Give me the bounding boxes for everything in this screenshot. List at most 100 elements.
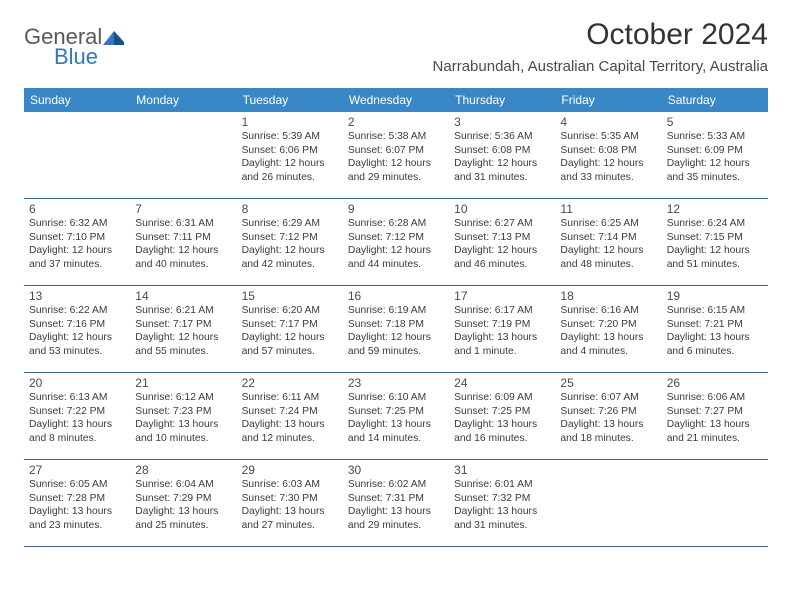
day-number: 22 bbox=[242, 376, 338, 390]
calendar-cell: 10Sunrise: 6:27 AMSunset: 7:13 PMDayligh… bbox=[449, 199, 555, 285]
day-number: 31 bbox=[454, 463, 550, 477]
day-number: 6 bbox=[29, 202, 125, 216]
calendar-cell: 30Sunrise: 6:02 AMSunset: 7:31 PMDayligh… bbox=[343, 460, 449, 546]
day-info: Sunrise: 6:01 AMSunset: 7:32 PMDaylight:… bbox=[454, 478, 550, 532]
calendar-cell: 12Sunrise: 6:24 AMSunset: 7:15 PMDayligh… bbox=[662, 199, 768, 285]
day-info: Sunrise: 6:31 AMSunset: 7:11 PMDaylight:… bbox=[135, 217, 231, 271]
day-number: 1 bbox=[242, 115, 338, 129]
day-number: 7 bbox=[135, 202, 231, 216]
day-info: Sunrise: 6:20 AMSunset: 7:17 PMDaylight:… bbox=[242, 304, 338, 358]
calendar-week: 6Sunrise: 6:32 AMSunset: 7:10 PMDaylight… bbox=[24, 199, 768, 286]
day-number: 12 bbox=[667, 202, 763, 216]
day-number: 25 bbox=[560, 376, 656, 390]
day-header: Saturday bbox=[662, 88, 768, 112]
calendar-cell: 19Sunrise: 6:15 AMSunset: 7:21 PMDayligh… bbox=[662, 286, 768, 372]
calendar-cell: 18Sunrise: 6:16 AMSunset: 7:20 PMDayligh… bbox=[555, 286, 661, 372]
day-info: Sunrise: 6:29 AMSunset: 7:12 PMDaylight:… bbox=[242, 217, 338, 271]
day-number: 5 bbox=[667, 115, 763, 129]
day-info: Sunrise: 6:04 AMSunset: 7:29 PMDaylight:… bbox=[135, 478, 231, 532]
day-info: Sunrise: 5:39 AMSunset: 6:06 PMDaylight:… bbox=[242, 130, 338, 184]
calendar-cell: 27Sunrise: 6:05 AMSunset: 7:28 PMDayligh… bbox=[24, 460, 130, 546]
day-header: Tuesday bbox=[237, 88, 343, 112]
calendar-week: 1Sunrise: 5:39 AMSunset: 6:06 PMDaylight… bbox=[24, 112, 768, 199]
day-number: 16 bbox=[348, 289, 444, 303]
calendar-cell: 2Sunrise: 5:38 AMSunset: 6:07 PMDaylight… bbox=[343, 112, 449, 198]
day-number: 17 bbox=[454, 289, 550, 303]
calendar-cell: 11Sunrise: 6:25 AMSunset: 7:14 PMDayligh… bbox=[555, 199, 661, 285]
day-info: Sunrise: 6:12 AMSunset: 7:23 PMDaylight:… bbox=[135, 391, 231, 445]
calendar-cell: 3Sunrise: 5:36 AMSunset: 6:08 PMDaylight… bbox=[449, 112, 555, 198]
day-header: Wednesday bbox=[343, 88, 449, 112]
calendar-cell: 1Sunrise: 5:39 AMSunset: 6:06 PMDaylight… bbox=[237, 112, 343, 198]
day-info: Sunrise: 6:21 AMSunset: 7:17 PMDaylight:… bbox=[135, 304, 231, 358]
calendar-cell: 25Sunrise: 6:07 AMSunset: 7:26 PMDayligh… bbox=[555, 373, 661, 459]
calendar-cell: 5Sunrise: 5:33 AMSunset: 6:09 PMDaylight… bbox=[662, 112, 768, 198]
calendar-weeks: 1Sunrise: 5:39 AMSunset: 6:06 PMDaylight… bbox=[24, 112, 768, 547]
calendar-cell: 14Sunrise: 6:21 AMSunset: 7:17 PMDayligh… bbox=[130, 286, 236, 372]
day-info: Sunrise: 6:27 AMSunset: 7:13 PMDaylight:… bbox=[454, 217, 550, 271]
day-number: 28 bbox=[135, 463, 231, 477]
calendar-cell: 20Sunrise: 6:13 AMSunset: 7:22 PMDayligh… bbox=[24, 373, 130, 459]
day-number: 4 bbox=[560, 115, 656, 129]
title-block: October 2024 Narrabundah, Australian Cap… bbox=[433, 18, 768, 75]
day-info: Sunrise: 6:02 AMSunset: 7:31 PMDaylight:… bbox=[348, 478, 444, 532]
day-info: Sunrise: 6:05 AMSunset: 7:28 PMDaylight:… bbox=[29, 478, 125, 532]
day-info: Sunrise: 6:15 AMSunset: 7:21 PMDaylight:… bbox=[667, 304, 763, 358]
day-info: Sunrise: 6:16 AMSunset: 7:20 PMDaylight:… bbox=[560, 304, 656, 358]
day-info: Sunrise: 6:28 AMSunset: 7:12 PMDaylight:… bbox=[348, 217, 444, 271]
day-headers-row: SundayMondayTuesdayWednesdayThursdayFrid… bbox=[24, 88, 768, 112]
calendar-cell: 29Sunrise: 6:03 AMSunset: 7:30 PMDayligh… bbox=[237, 460, 343, 546]
day-number: 2 bbox=[348, 115, 444, 129]
day-info: Sunrise: 6:22 AMSunset: 7:16 PMDaylight:… bbox=[29, 304, 125, 358]
calendar-cell: 23Sunrise: 6:10 AMSunset: 7:25 PMDayligh… bbox=[343, 373, 449, 459]
day-number: 11 bbox=[560, 202, 656, 216]
day-number: 21 bbox=[135, 376, 231, 390]
day-number: 3 bbox=[454, 115, 550, 129]
calendar-cell: 6Sunrise: 6:32 AMSunset: 7:10 PMDaylight… bbox=[24, 199, 130, 285]
calendar-week: 20Sunrise: 6:13 AMSunset: 7:22 PMDayligh… bbox=[24, 373, 768, 460]
day-info: Sunrise: 6:32 AMSunset: 7:10 PMDaylight:… bbox=[29, 217, 125, 271]
logo: GeneralBlue bbox=[24, 24, 125, 76]
day-number: 30 bbox=[348, 463, 444, 477]
month-title: October 2024 bbox=[433, 18, 768, 52]
calendar-cell: 16Sunrise: 6:19 AMSunset: 7:18 PMDayligh… bbox=[343, 286, 449, 372]
day-info: Sunrise: 5:36 AMSunset: 6:08 PMDaylight:… bbox=[454, 130, 550, 184]
calendar-cell: 9Sunrise: 6:28 AMSunset: 7:12 PMDaylight… bbox=[343, 199, 449, 285]
day-info: Sunrise: 5:33 AMSunset: 6:09 PMDaylight:… bbox=[667, 130, 763, 184]
day-info: Sunrise: 6:24 AMSunset: 7:15 PMDaylight:… bbox=[667, 217, 763, 271]
calendar-cell: 8Sunrise: 6:29 AMSunset: 7:12 PMDaylight… bbox=[237, 199, 343, 285]
day-info: Sunrise: 6:03 AMSunset: 7:30 PMDaylight:… bbox=[242, 478, 338, 532]
calendar-cell: 21Sunrise: 6:12 AMSunset: 7:23 PMDayligh… bbox=[130, 373, 236, 459]
day-number: 15 bbox=[242, 289, 338, 303]
day-number: 19 bbox=[667, 289, 763, 303]
day-info: Sunrise: 6:11 AMSunset: 7:24 PMDaylight:… bbox=[242, 391, 338, 445]
logo-text-blue: Blue bbox=[54, 44, 98, 69]
calendar-cell: 7Sunrise: 6:31 AMSunset: 7:11 PMDaylight… bbox=[130, 199, 236, 285]
location-text: Narrabundah, Australian Capital Territor… bbox=[433, 58, 768, 75]
calendar-cell: 26Sunrise: 6:06 AMSunset: 7:27 PMDayligh… bbox=[662, 373, 768, 459]
day-number: 9 bbox=[348, 202, 444, 216]
day-info: Sunrise: 5:38 AMSunset: 6:07 PMDaylight:… bbox=[348, 130, 444, 184]
day-number: 26 bbox=[667, 376, 763, 390]
calendar-cell bbox=[130, 112, 236, 198]
calendar-page: GeneralBlue October 2024 Narrabundah, Au… bbox=[0, 0, 792, 547]
day-number: 13 bbox=[29, 289, 125, 303]
calendar-cell: 22Sunrise: 6:11 AMSunset: 7:24 PMDayligh… bbox=[237, 373, 343, 459]
calendar-cell: 31Sunrise: 6:01 AMSunset: 7:32 PMDayligh… bbox=[449, 460, 555, 546]
calendar-cell bbox=[555, 460, 661, 546]
day-info: Sunrise: 6:06 AMSunset: 7:27 PMDaylight:… bbox=[667, 391, 763, 445]
day-number: 20 bbox=[29, 376, 125, 390]
calendar-week: 13Sunrise: 6:22 AMSunset: 7:16 PMDayligh… bbox=[24, 286, 768, 373]
day-info: Sunrise: 6:17 AMSunset: 7:19 PMDaylight:… bbox=[454, 304, 550, 358]
day-number: 24 bbox=[454, 376, 550, 390]
calendar: SundayMondayTuesdayWednesdayThursdayFrid… bbox=[24, 88, 768, 547]
day-info: Sunrise: 6:19 AMSunset: 7:18 PMDaylight:… bbox=[348, 304, 444, 358]
day-header: Sunday bbox=[24, 88, 130, 112]
day-info: Sunrise: 6:09 AMSunset: 7:25 PMDaylight:… bbox=[454, 391, 550, 445]
day-number: 18 bbox=[560, 289, 656, 303]
day-info: Sunrise: 5:35 AMSunset: 6:08 PMDaylight:… bbox=[560, 130, 656, 184]
calendar-week: 27Sunrise: 6:05 AMSunset: 7:28 PMDayligh… bbox=[24, 460, 768, 547]
day-header: Friday bbox=[555, 88, 661, 112]
day-number: 29 bbox=[242, 463, 338, 477]
day-number: 10 bbox=[454, 202, 550, 216]
